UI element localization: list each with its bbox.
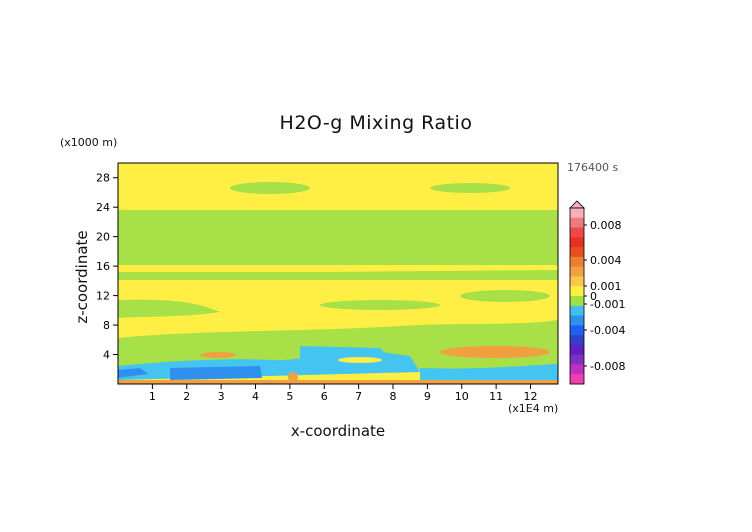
x-axis-label: x-coordinate — [290, 422, 386, 440]
colorbar-swatch — [570, 256, 584, 268]
colorbar-label: 0.004 — [590, 254, 622, 267]
colorbar-swatch — [570, 286, 584, 297]
colorbar-extend-triangle — [569, 200, 585, 209]
y-tick-label: 16 — [96, 260, 110, 273]
colorbar-swatch — [570, 217, 584, 229]
time-label: 176400 s — [567, 161, 619, 174]
x-tick-label: 2 — [183, 390, 190, 403]
plot-frame — [117, 162, 559, 385]
x-tick-label: 8 — [390, 390, 397, 403]
colorbar-swatch — [570, 315, 584, 326]
x-tick-label: 1 — [149, 390, 156, 403]
colorbar-swatch — [570, 325, 584, 336]
x-tick-label: 9 — [424, 390, 431, 403]
y-tick-label: 20 — [96, 231, 110, 244]
x-tick-label: 5 — [286, 390, 293, 403]
colorbar-label: 0.008 — [590, 219, 622, 232]
colorbar-swatch — [570, 344, 584, 356]
x-axis-unit: (x1E4 m) — [508, 402, 559, 415]
colorbar-swatch — [570, 208, 584, 219]
x-tick-label: 3 — [218, 390, 225, 403]
colorbar-label: 0.001 — [590, 280, 622, 293]
colorbar-label: -0.001 — [590, 298, 625, 311]
colorbar-swatch — [570, 335, 584, 346]
x-tick-label: 11 — [489, 390, 503, 403]
colorbar-swatch — [570, 305, 584, 317]
y-tick-label: 4 — [103, 349, 110, 362]
colorbar-swatch — [570, 247, 584, 258]
colorbar-label: -0.008 — [590, 360, 625, 373]
colorbar-swatch — [570, 276, 584, 287]
y-axis-unit: (x1000 m) — [60, 136, 118, 149]
colorbar-swatch — [570, 354, 584, 365]
x-tick-label: 6 — [321, 390, 328, 403]
y-tick-label: 28 — [96, 172, 110, 185]
chart-title: H2O-g Mixing Ratio — [279, 112, 473, 134]
x-tick-label: 4 — [252, 390, 259, 403]
y-tick-label: 8 — [103, 319, 110, 332]
colorbar-swatch — [570, 266, 584, 277]
y-tick-label: 24 — [96, 201, 110, 214]
x-tick-label: 12 — [524, 390, 538, 403]
colorbar-swatch — [570, 374, 584, 385]
colorbar-label: 0 — [590, 290, 597, 303]
y-tick-label: 12 — [96, 290, 110, 303]
colorbar-swatch — [570, 364, 584, 375]
x-tick-label: 7 — [355, 390, 362, 403]
colorbar-swatch — [570, 227, 584, 238]
colorbar-swatch — [570, 296, 584, 307]
x-tick-label: 10 — [455, 390, 469, 403]
contour-field — [118, 163, 558, 384]
y-ticks: 4 8 12 16 20 24 28 — [96, 172, 118, 362]
colorbar-swatch — [570, 237, 584, 248]
colorbar-label: -0.004 — [590, 324, 625, 337]
x-ticks: 1 2 3 4 5 6 7 8 9 10 11 12 — [149, 384, 538, 403]
